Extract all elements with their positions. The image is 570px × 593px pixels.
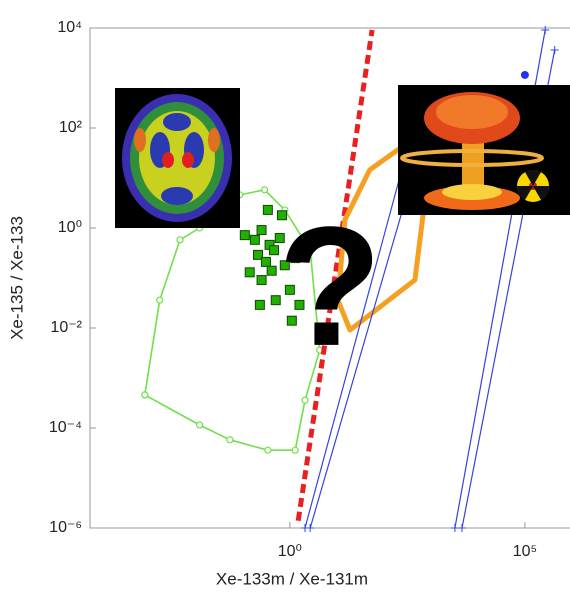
point	[227, 437, 233, 443]
point	[197, 422, 203, 428]
y-tick-label: 10⁻⁴	[49, 419, 82, 436]
explosion-image	[398, 85, 570, 215]
point	[255, 300, 264, 309]
point	[451, 524, 459, 532]
x-axis-label: Xe-133m / Xe-131m	[216, 569, 368, 588]
y-tick-label: 10⁰	[58, 219, 82, 236]
y-tick-label: 10⁻²	[50, 319, 82, 336]
point	[306, 524, 314, 532]
x-tick-label: 10⁵	[513, 543, 537, 560]
point	[265, 447, 271, 453]
y-tick-label: 10⁴	[57, 19, 82, 36]
point	[551, 46, 559, 54]
point	[250, 235, 259, 244]
point	[521, 71, 529, 79]
point	[257, 276, 266, 285]
point	[458, 524, 466, 532]
chart: Xe-133m / Xe-131m Xe-135 / Xe-133 10⁻⁶ 10…	[0, 0, 570, 593]
point	[292, 447, 298, 453]
brain-image	[115, 88, 240, 228]
point	[240, 231, 249, 240]
y-tick-label: 10²	[59, 119, 83, 136]
point	[263, 205, 272, 214]
series	[521, 71, 529, 79]
point	[177, 237, 183, 243]
point	[261, 257, 270, 266]
point	[541, 26, 549, 34]
point	[257, 226, 266, 235]
point	[142, 392, 148, 398]
point	[267, 266, 276, 275]
point	[262, 187, 268, 193]
point	[157, 297, 163, 303]
y-tick-label: 10⁻⁶	[49, 519, 82, 536]
point	[245, 268, 254, 277]
annotation: ?	[278, 192, 382, 382]
x-tick-label: 10⁰	[278, 543, 302, 560]
point	[302, 397, 308, 403]
y-axis-label: Xe-135 / Xe-133	[7, 216, 26, 340]
